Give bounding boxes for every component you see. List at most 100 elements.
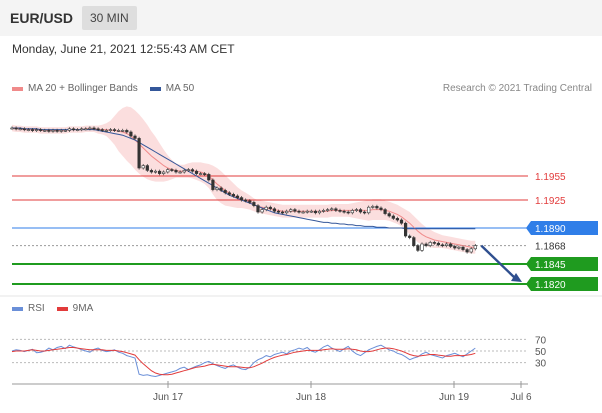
x-tick-label-jul-6: Jul 6 — [510, 392, 532, 403]
candle-body — [461, 246, 465, 250]
candle-body — [379, 207, 383, 210]
candle-body — [43, 130, 47, 132]
x-tick-label-jun-19: Jun 19 — [439, 392, 469, 403]
level-label-1.1925: 1.1925 — [535, 196, 566, 207]
candle-body — [440, 244, 445, 247]
candle-body — [194, 170, 199, 174]
candle-body — [207, 174, 211, 181]
candle-body — [67, 128, 71, 131]
rsi-level-label-50: 50 — [535, 347, 547, 358]
legend-item-9ma: 9MA — [56, 303, 94, 314]
level-label-1.1955: 1.1955 — [535, 172, 566, 183]
candle-body — [149, 170, 154, 173]
projection-arrow-shaft — [480, 244, 517, 280]
legend-swatch-bollinger — [12, 86, 23, 91]
candle-body — [71, 128, 76, 131]
candle-body — [272, 208, 277, 212]
candle-body — [34, 129, 39, 131]
candle-body — [92, 127, 96, 130]
candle-body — [244, 199, 248, 202]
candle-body — [47, 130, 51, 132]
legend-item-rsi: RSI — [12, 303, 45, 314]
candle-body — [14, 127, 18, 130]
candle-body — [285, 210, 289, 214]
candle-body — [108, 129, 112, 131]
candle-body — [383, 209, 387, 214]
candle-body — [371, 206, 375, 208]
candle-body — [321, 210, 326, 212]
candle-body — [391, 215, 395, 219]
candle-body — [436, 242, 441, 246]
candle-body — [145, 165, 149, 171]
candle-body — [141, 165, 145, 169]
candle-body — [252, 202, 256, 206]
candle-body — [51, 130, 55, 132]
candle-body — [203, 173, 207, 175]
candle-body — [170, 169, 174, 171]
candle-body — [39, 129, 43, 131]
candle-body — [178, 171, 182, 174]
candle-body — [346, 211, 350, 214]
datetime-label: Monday, June 21, 2021 12:55:43 AM CET — [12, 42, 235, 56]
candle-body — [317, 210, 322, 214]
candle-body — [453, 246, 457, 249]
candle-body — [293, 209, 297, 212]
ma50-line — [12, 127, 476, 230]
candle-body — [444, 243, 449, 246]
candle-body — [190, 169, 195, 172]
candle-body — [387, 213, 391, 217]
candle-body — [137, 138, 141, 169]
candle-body — [416, 245, 420, 251]
candle-body — [399, 219, 404, 224]
candle-body — [215, 187, 219, 190]
legend-item-ma50: MA 50 — [149, 83, 194, 94]
candle-body — [121, 130, 125, 132]
candle-body — [338, 210, 342, 212]
legend-label-9ma: 9MA — [72, 303, 94, 314]
candle-body — [457, 246, 461, 249]
legend-label-rsi: RSI — [28, 303, 45, 314]
level-label-1.1845: 1.1845 — [535, 260, 566, 271]
candle-body — [199, 173, 203, 175]
candle-body — [186, 169, 190, 171]
candle-body — [358, 209, 363, 213]
rsi-level-label-70: 70 — [535, 335, 547, 346]
rsi-line — [11, 344, 476, 378]
candle-body — [158, 170, 162, 174]
candle-body — [297, 210, 301, 213]
candle-body — [276, 210, 281, 213]
x-tick-label-jun-18: Jun 18 — [296, 392, 326, 403]
candle-body — [182, 170, 186, 173]
candle-body — [256, 205, 260, 213]
timeframe-button[interactable]: 30 MIN — [82, 6, 137, 30]
level-label-1.1868: 1.1868 — [535, 242, 566, 253]
candle-body — [264, 206, 268, 210]
candle-body — [248, 200, 252, 203]
level-label-1.1890: 1.1890 — [535, 224, 566, 235]
candle-body — [96, 128, 100, 131]
candle-body — [117, 130, 121, 132]
candle-body — [432, 242, 436, 244]
candle-body — [211, 179, 215, 190]
candle-body — [18, 128, 22, 131]
candle-body — [350, 210, 354, 214]
candle-body — [473, 245, 477, 250]
candle-body — [240, 197, 244, 201]
candle-body — [367, 206, 371, 214]
candle-body — [280, 211, 285, 214]
candle-body — [449, 243, 453, 247]
symbol-label: EUR/USD — [10, 10, 74, 26]
candle-body — [10, 127, 14, 130]
candle-body — [330, 208, 334, 211]
legend-label-bollinger: MA 20 + Bollinger Bands — [28, 83, 138, 94]
level-tag-1.1820 — [526, 277, 598, 291]
candle-body — [112, 129, 117, 131]
candle-body — [125, 130, 129, 133]
candle-body — [235, 195, 240, 198]
candle-body — [88, 127, 92, 130]
candle-body — [104, 130, 108, 132]
candle-body — [408, 235, 412, 238]
candle-body — [301, 211, 305, 214]
candle-body — [100, 129, 104, 131]
candle-body — [412, 237, 416, 246]
